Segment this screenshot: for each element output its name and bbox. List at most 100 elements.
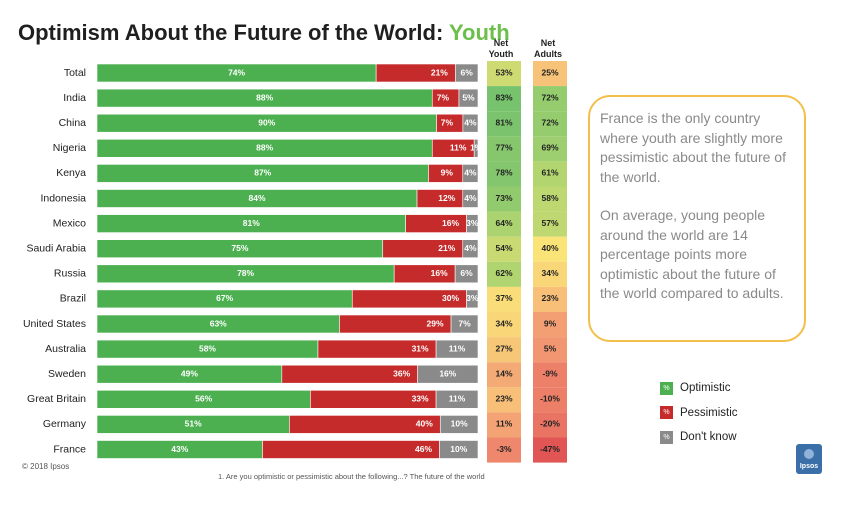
legend-label-dontknow: Don't know (680, 431, 737, 444)
net-youth-value: 54% (495, 243, 512, 253)
legend: % Optimistic % Pessimistic % Don't know (660, 376, 738, 450)
legend-swatch-dontknow: % (660, 430, 673, 444)
net-youth-cell (487, 236, 521, 262)
chart-title-main: Optimism About the Future of the World: (18, 20, 450, 45)
net-adults-cell (533, 86, 567, 112)
net-youth-cell (487, 412, 521, 438)
bar-label-dontknow: 6% (461, 67, 474, 77)
net-adults-value: 61% (541, 168, 558, 178)
logo-dot-icon (804, 449, 814, 459)
category-label: Sweden (48, 368, 86, 380)
bar-label-pessimistic: 7% (437, 92, 450, 102)
chart-title: Optimism About the Future of the World: … (18, 20, 510, 46)
net-youth-cell (487, 61, 521, 87)
net-adults-cell (533, 286, 567, 312)
net-adults-value: 34% (541, 268, 558, 278)
legend-swatch-optimistic: % (660, 381, 673, 395)
bar-segment-dontknow (462, 113, 479, 133)
bar-label-dontknow: 4% (464, 193, 477, 203)
bar-label-pessimistic: 12% (438, 193, 455, 203)
net-youth-header-line1: Net (493, 38, 509, 48)
net-adults-value: 57% (541, 218, 558, 228)
bar-label-dontknow: 11% (449, 343, 466, 353)
bar-label-optimistic: 56% (195, 394, 212, 404)
bar-label-pessimistic: 21% (431, 67, 448, 77)
bar-label-dontknow: 1% (470, 143, 483, 153)
bar-label-optimistic: 87% (254, 168, 271, 178)
bar-label-optimistic: 78% (237, 268, 254, 278)
bar-label-optimistic: 81% (243, 218, 260, 228)
net-youth-cell (487, 312, 521, 338)
net-youth-value: 53% (495, 67, 512, 77)
category-label: United States (23, 318, 86, 330)
callout-box: France is the only country where youth a… (588, 95, 806, 342)
bar-label-optimistic: 67% (216, 293, 233, 303)
bar-segment-dontknow (466, 214, 479, 233)
bar-label-optimistic: 88% (256, 92, 273, 102)
category-label: Total (64, 67, 86, 79)
bar-label-pessimistic: 40% (416, 419, 433, 429)
bar-segment-dontknow (462, 239, 479, 258)
net-adults-cell (533, 412, 567, 438)
bar-label-pessimistic: 46% (415, 444, 432, 454)
category-label: France (53, 443, 86, 455)
bar-segment-dontknow (466, 289, 479, 309)
net-adults-value: 69% (541, 143, 558, 153)
bar-label-dontknow: 3% (466, 293, 479, 303)
net-youth-cell (487, 136, 521, 162)
bar-segment-dontknow (439, 440, 479, 459)
bar-label-optimistic: 58% (199, 343, 216, 353)
bar-label-pessimistic: 11% (450, 143, 467, 153)
category-label: China (59, 117, 87, 129)
net-youth-cell (487, 337, 521, 363)
bar-label-optimistic: 88% (256, 143, 273, 153)
net-adults-value: -47% (540, 444, 560, 454)
bar-label-dontknow: 4% (464, 243, 477, 253)
net-adults-cell (533, 136, 567, 162)
copyright: © 2018 Ipsos (22, 462, 70, 471)
category-label: Kenya (56, 167, 86, 179)
net-adults-cell (533, 161, 567, 187)
bar-label-optimistic: 51% (185, 419, 202, 429)
net-adults-value: 25% (541, 67, 558, 77)
net-youth-value: 11% (496, 419, 513, 429)
net-adults-cell (533, 337, 567, 363)
logo-text: Ipsos (799, 463, 819, 470)
net-adults-value: -20% (540, 419, 560, 429)
bar-segment-dontknow (435, 339, 479, 359)
net-youth-cell (487, 161, 521, 187)
legend-item-optimistic: % Optimistic (660, 376, 738, 401)
bar-label-dontknow: 11% (449, 394, 466, 404)
net-youth-value: 83% (495, 92, 512, 102)
net-adults-header-line2: Adults (534, 49, 562, 59)
bar-segment-dontknow (473, 139, 479, 158)
net-adults-cell (533, 437, 567, 463)
category-label: Nigeria (53, 142, 86, 154)
bar-label-pessimistic: 29% (427, 318, 444, 328)
net-youth-header: Net Youth (481, 38, 521, 60)
callout-paragraph-1: France is the only country where youth a… (600, 110, 786, 185)
bar-label-pessimistic: 30% (442, 293, 459, 303)
net-youth-header-line2: Youth (488, 49, 514, 59)
net-youth-value: 81% (495, 117, 512, 127)
net-youth-value: 23% (495, 394, 512, 404)
bar-label-pessimistic: 9% (441, 168, 454, 178)
callout-paragraph-2: On average, young people around the worl… (600, 207, 784, 301)
bar-label-optimistic: 75% (231, 243, 248, 253)
legend-label-pessimistic: Pessimistic (680, 406, 738, 419)
bar-label-dontknow: 5% (462, 92, 475, 102)
net-adults-value: 9% (544, 318, 557, 328)
bar-label-optimistic: 84% (249, 193, 266, 203)
question-footnote: 1. Are you optimistic or pessimistic abo… (218, 472, 485, 481)
bar-segment-dontknow (435, 389, 479, 409)
bar-label-dontknow: 7% (458, 318, 471, 328)
bar-label-dontknow: 6% (460, 268, 473, 278)
bar-label-optimistic: 63% (210, 318, 227, 328)
net-adults-cell (533, 186, 567, 212)
legend-item-pessimistic: % Pessimistic (660, 401, 738, 426)
net-youth-cell (487, 387, 521, 413)
net-adults-value: 72% (541, 117, 558, 127)
bar-label-dontknow: 16% (439, 368, 456, 378)
net-adults-value: 5% (544, 343, 557, 353)
